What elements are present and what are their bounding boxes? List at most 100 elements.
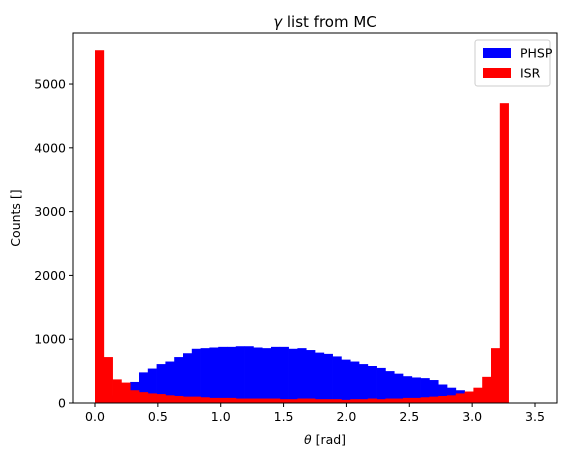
bar-phsp-5 (139, 372, 149, 403)
chart-title-symbol: γ (273, 13, 283, 31)
bar-phsp-23 (297, 348, 307, 403)
bar-isr-16 (235, 398, 245, 403)
x-axis-label-text: [rad] (312, 432, 346, 447)
bar-phsp-24 (306, 350, 316, 403)
x-tick-label: 1.5 (274, 409, 294, 424)
bar-isr-22 (288, 399, 298, 403)
bar-isr-46 (499, 103, 509, 403)
bar-phsp-26 (323, 353, 333, 403)
bar-phsp-28 (341, 359, 351, 403)
bar-isr-33 (385, 398, 395, 403)
bar-phsp-34 (394, 373, 404, 403)
x-tick-label: 2.5 (399, 409, 419, 424)
legend-label-phsp: PHSP (520, 46, 553, 61)
bar-isr-1 (103, 357, 113, 403)
bar-phsp-15 (227, 346, 237, 403)
bar-phsp-12 (200, 348, 210, 403)
legend: PHSP ISR (474, 39, 553, 87)
bar-isr-5 (139, 392, 149, 403)
y-axis-ticks: 0 1000 2000 3000 4000 5000 (34, 77, 73, 411)
series-isr-bars (95, 50, 509, 404)
bar-phsp-11 (191, 348, 201, 403)
legend-swatch-isr (483, 68, 511, 78)
bar-isr-21 (279, 399, 289, 403)
bar-isr-35 (403, 397, 413, 403)
bar-phsp-21 (279, 346, 289, 403)
bar-phsp-19 (262, 348, 272, 403)
bar-isr-0 (95, 50, 105, 404)
bar-isr-13 (209, 397, 219, 403)
plot-frame (72, 32, 558, 404)
bar-isr-29 (350, 399, 360, 403)
bar-phsp-18 (253, 347, 263, 403)
x-tick-label: 3.0 (462, 409, 482, 424)
bar-phsp-31 (367, 366, 377, 403)
bar-isr-17 (244, 398, 254, 403)
bar-phsp-39 (438, 384, 448, 403)
bar-isr-44 (482, 376, 492, 403)
bar-isr-14 (218, 397, 228, 403)
bar-phsp-27 (332, 356, 342, 403)
y-tick-label: 5000 (34, 77, 66, 92)
bar-isr-24 (306, 398, 316, 403)
series-phsp-bars (112, 346, 501, 403)
bar-isr-45 (491, 348, 501, 403)
y-tick-label: 4000 (34, 140, 66, 155)
bar-phsp-29 (350, 361, 360, 403)
x-axis-label: θ [rad] (304, 432, 346, 447)
x-axis-label-symbol: θ (304, 432, 312, 447)
chart-title-text: list from MC (282, 13, 377, 31)
bar-isr-38 (429, 396, 439, 403)
bar-isr-42 (464, 391, 474, 403)
bar-phsp-6 (147, 368, 157, 403)
bar-isr-3 (121, 382, 131, 403)
y-tick-label: 2000 (34, 268, 66, 283)
bar-isr-9 (174, 395, 184, 403)
bar-phsp-36 (411, 377, 421, 403)
legend-label-isr: ISR (520, 66, 541, 81)
bar-isr-28 (341, 399, 351, 403)
bar-phsp-13 (209, 347, 219, 403)
chart-title: γ list from MC (273, 13, 377, 31)
bar-isr-18 (253, 398, 263, 403)
bar-isr-37 (420, 397, 430, 403)
bar-isr-27 (332, 399, 342, 403)
legend-swatch-phsp (483, 48, 511, 58)
bar-isr-12 (200, 397, 210, 403)
x-tick-label: 0.0 (85, 409, 105, 424)
x-axis-ticks: 0.0 0.5 1.0 1.5 2.0 2.5 3.0 3.5 (85, 403, 545, 424)
bar-isr-25 (315, 399, 325, 403)
bar-phsp-16 (235, 346, 245, 403)
bar-isr-36 (411, 397, 421, 403)
bar-phsp-20 (271, 346, 281, 403)
bar-phsp-37 (420, 378, 430, 403)
bar-phsp-32 (376, 367, 386, 403)
bar-isr-7 (156, 394, 166, 403)
bar-phsp-22 (288, 348, 298, 403)
bar-phsp-7 (156, 364, 166, 403)
bar-phsp-17 (244, 346, 254, 403)
bar-isr-2 (112, 379, 122, 403)
bar-isr-31 (367, 398, 377, 403)
bar-isr-41 (455, 393, 465, 403)
bar-isr-40 (447, 395, 457, 403)
bar-phsp-14 (218, 346, 228, 403)
bar-isr-4 (130, 390, 140, 403)
bar-phsp-35 (403, 376, 413, 403)
bar-isr-8 (165, 395, 175, 403)
bar-isr-10 (183, 396, 193, 403)
bar-isr-11 (191, 396, 201, 403)
bar-phsp-30 (359, 364, 369, 403)
y-axis-label: Counts [] (8, 189, 23, 246)
y-tick-label: 3000 (34, 204, 66, 219)
bar-phsp-38 (429, 380, 439, 403)
bar-isr-6 (147, 393, 157, 403)
bar-isr-20 (271, 398, 281, 403)
bar-isr-23 (297, 398, 307, 403)
bar-phsp-8 (165, 361, 175, 403)
y-tick-label: 0 (58, 396, 66, 411)
bar-isr-34 (394, 398, 404, 403)
x-tick-label: 2.0 (336, 409, 356, 424)
bar-isr-32 (376, 399, 386, 403)
x-tick-label: 1.0 (211, 409, 231, 424)
